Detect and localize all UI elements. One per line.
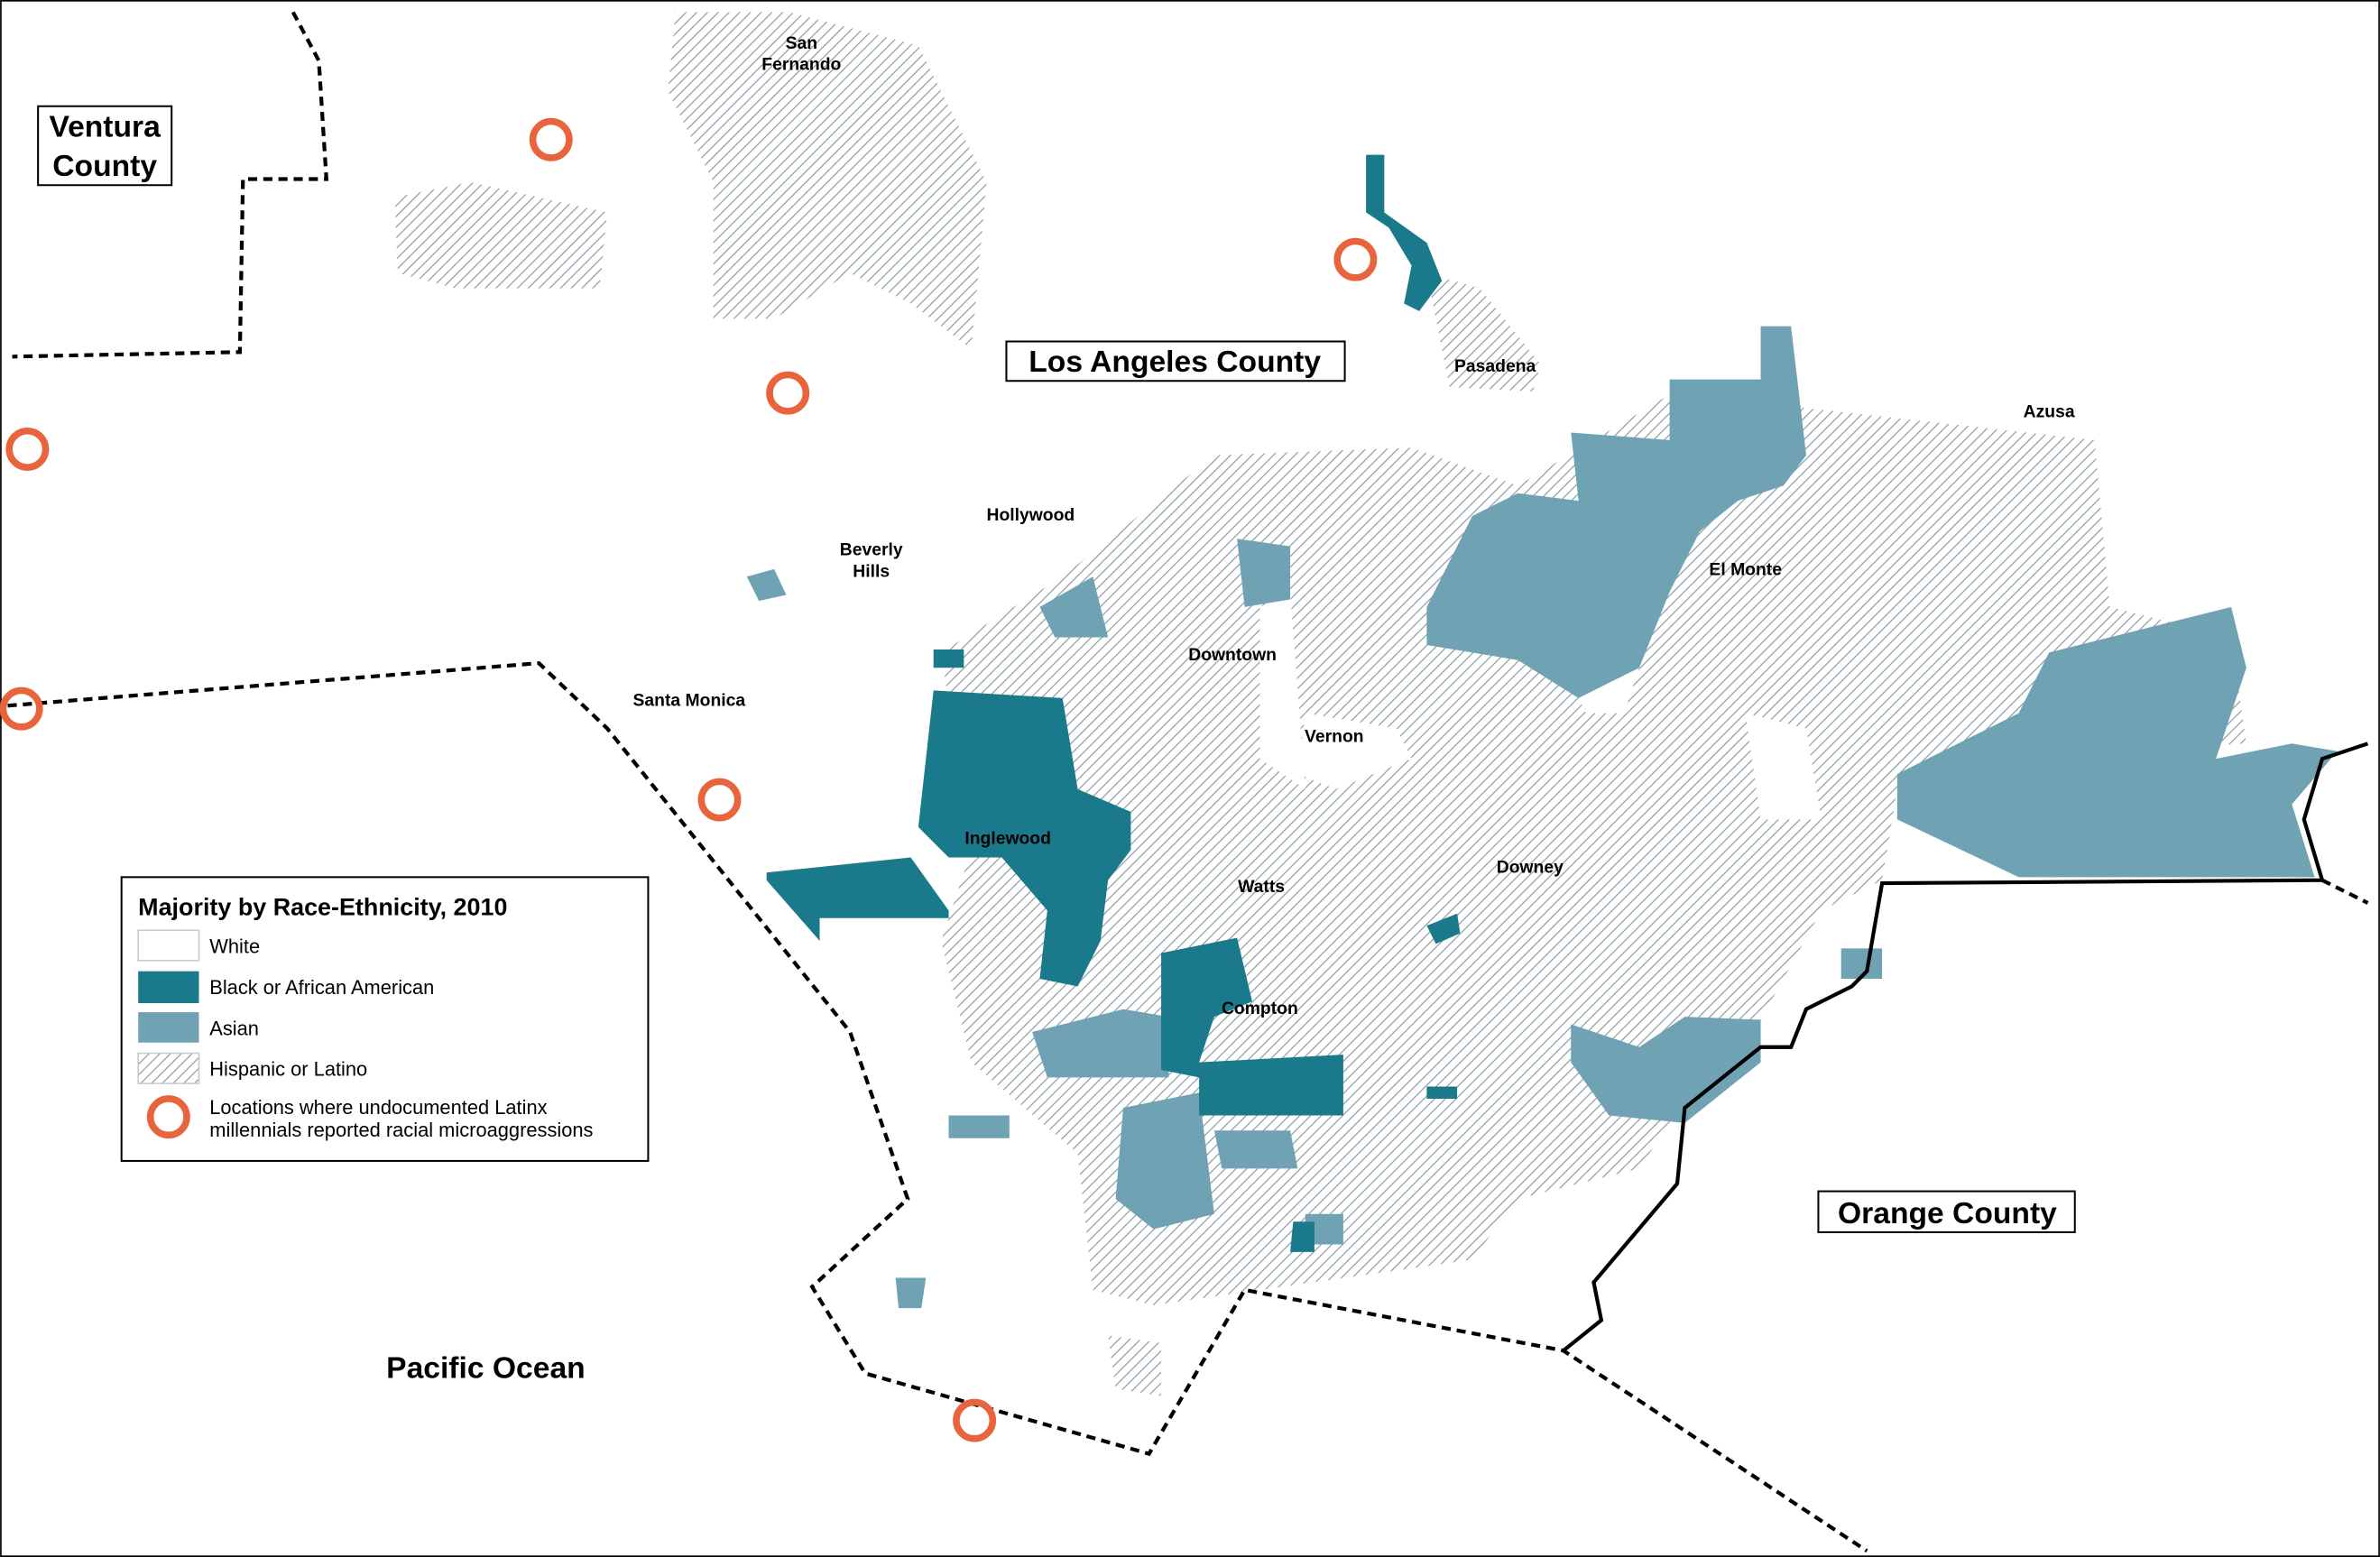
city-label-line: Azusa [2024,402,2075,422]
legend-label: Black or African American [209,976,434,999]
orange-boundary [1562,742,2369,1352]
city-label: Santa Monica [633,690,746,710]
coast-boundary [7,660,1868,1553]
city-label: Beverly Hills [840,540,903,582]
asian-areas [746,326,2338,1309]
city-label-line: San [786,33,817,53]
city-label-line: Fernando [761,54,841,74]
city-label-line: Downtown [1188,645,1277,665]
city-label-line: Beverly [840,540,903,560]
city-label: Vernon [1305,727,1364,747]
legend-label: Locations where undocumented Latinx mille… [209,1096,593,1141]
legend-label-line: Black or African American [209,976,434,999]
city-label-line: Compton [1222,999,1298,1018]
city-label-line: Inglewood [964,828,1051,848]
legend-title: Majority by Race-Ethnicity, 2010 [138,893,507,920]
locations [0,117,1378,1442]
city-label-line: El Monte [1709,560,1782,580]
county-label: Los Angeles County [1029,345,1321,379]
city-label-line: Hills [853,561,890,581]
legend-label-line: Hispanic or Latino [209,1058,367,1081]
city-label-line: Watts [1238,877,1285,897]
city-label: Hollywood [987,505,1075,525]
city-label: Downtown [1188,645,1277,665]
legend-label-line: millennials reported racial microaggress… [209,1119,593,1141]
city-label-line: Vernon [1305,727,1364,747]
ventura-boundary [12,11,329,359]
county-label: Orange County [1838,1197,2057,1230]
ocean-label: Pacific Ocean [386,1351,586,1385]
city-label-line: Hollywood [987,505,1075,525]
city-label-line: Pasadena [1454,356,1536,376]
city-label: Inglewood [964,828,1051,848]
city-label: Pasadena [1454,356,1536,376]
county-label: Ventura County [50,110,161,183]
county-label-line: Ventura [50,110,161,143]
city-label-line: Santa Monica [633,690,746,710]
city-label: El Monte [1709,560,1782,580]
county-label-line: Orange County [1838,1197,2057,1230]
county-label-line: Los Angeles County [1029,345,1321,379]
city-label-line: Downey [1497,857,1564,877]
county-boxes [37,105,2076,1234]
legend-label: Hispanic or Latino [209,1058,367,1081]
city-label: Azusa [2024,402,2075,422]
city-label: Watts [1238,877,1285,897]
boundaries [7,11,2369,1553]
legend-label-line: Locations where undocumented Latinx [209,1096,547,1119]
legend-label: White [209,935,260,957]
city-label: Downey [1497,857,1564,877]
legend [120,876,650,1162]
legend-label-line: White [209,935,260,957]
legend-label-line: Asian [209,1017,259,1039]
legend-label: Asian [209,1017,259,1039]
orange-boundary-dashed [2321,878,2369,905]
white-areas [1259,592,1822,820]
city-label: Compton [1222,999,1298,1018]
black-areas [766,154,1461,1252]
city-label: San Fernando [761,33,841,75]
county-label-line: County [52,150,157,183]
